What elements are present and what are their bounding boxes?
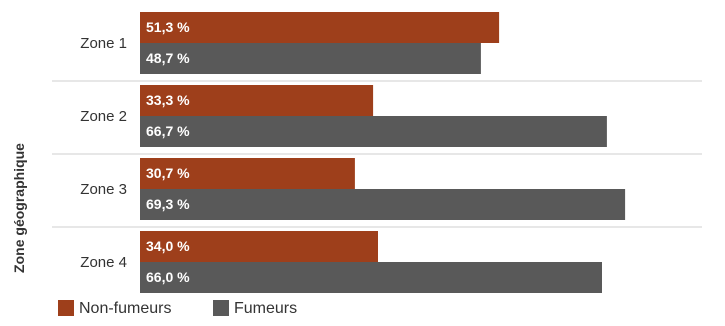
legend: Non-fumeurs Fumeurs xyxy=(58,300,297,317)
category-label-4: Zone 4 xyxy=(80,254,127,271)
category-label-3: Zone 3 xyxy=(80,181,127,198)
category-label-1: Zone 1 xyxy=(80,35,127,52)
bar-fumeurs-zone-1 xyxy=(140,43,481,74)
plot-area: Zone 1 51,3 % 48,7 % Zone 2 33,3 % 66,7 % Zone… xyxy=(52,12,702,293)
y-axis-title: Zone géographique xyxy=(11,143,27,273)
bar-non-fumeurs-zone-4 xyxy=(140,231,378,262)
legend-swatch-non-fumeurs xyxy=(58,300,74,316)
data-label-non-fumeurs-zone-1: 51,3 % xyxy=(146,19,190,35)
bar-fumeurs-zone-2 xyxy=(140,116,607,147)
bar-non-fumeurs-zone-3 xyxy=(140,158,355,189)
data-label-non-fumeurs-zone-2: 33,3 % xyxy=(146,92,190,108)
data-label-fumeurs-zone-1: 48,7 % xyxy=(146,50,190,66)
data-label-non-fumeurs-zone-3: 30,7 % xyxy=(146,165,190,181)
data-label-fumeurs-zone-4: 66,0 % xyxy=(146,269,190,285)
bar-non-fumeurs-zone-1 xyxy=(140,12,500,43)
category-label-2: Zone 2 xyxy=(80,108,127,125)
bar-fumeurs-zone-4 xyxy=(140,262,602,293)
data-label-fumeurs-zone-3: 69,3 % xyxy=(146,196,190,212)
legend-swatch-fumeurs xyxy=(213,300,229,316)
data-label-fumeurs-zone-2: 66,7 % xyxy=(146,123,190,139)
legend-label-fumeurs: Fumeurs xyxy=(234,300,297,317)
bar-non-fumeurs-zone-2 xyxy=(140,85,374,116)
legend-label-non-fumeurs: Non-fumeurs xyxy=(79,300,171,317)
data-label-non-fumeurs-zone-4: 34,0 % xyxy=(146,238,190,254)
bar-fumeurs-zone-3 xyxy=(140,189,626,220)
